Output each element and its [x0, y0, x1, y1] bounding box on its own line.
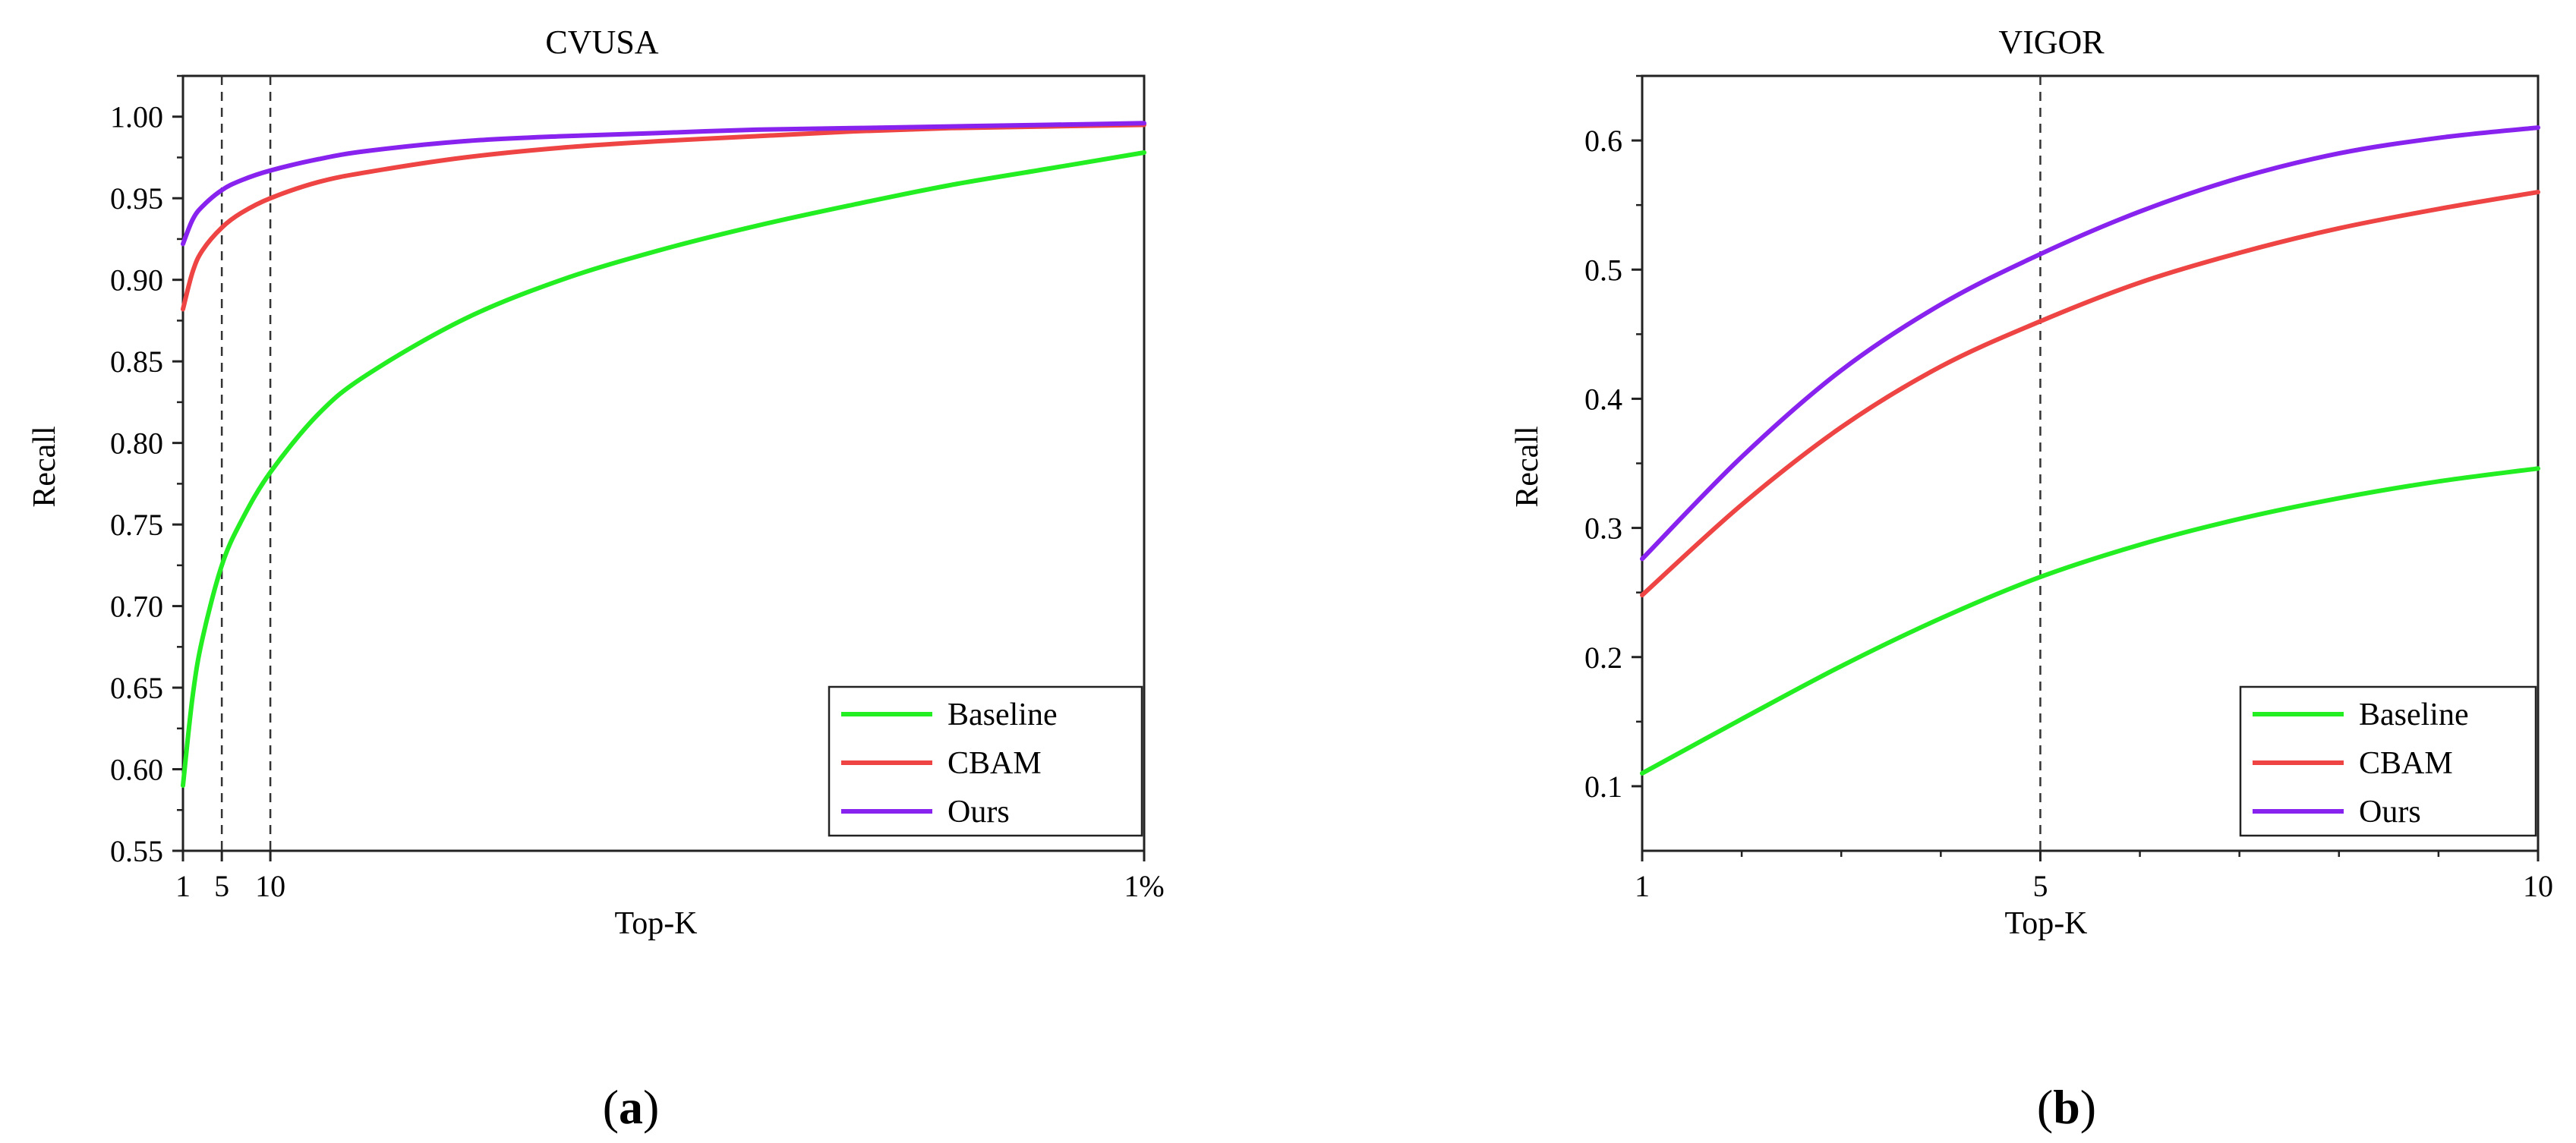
series-line-cbam — [181, 122, 1146, 312]
y-tick-label: 0.3 — [1584, 512, 1622, 546]
y-tick-label: 0.70 — [110, 590, 163, 624]
x-axis-label: Top-K — [614, 906, 697, 941]
y-tick-label: 0.85 — [110, 345, 163, 379]
y-tick-label: 0.1 — [1584, 770, 1622, 804]
y-tick-label: 0.75 — [110, 508, 163, 542]
y-tick-label: 0.6 — [1584, 124, 1622, 158]
x-tick-label: 1% — [1124, 869, 1164, 903]
y-tick-label: 0.2 — [1584, 641, 1622, 675]
series-line-ours — [1640, 125, 2540, 562]
y-tick-label: 0.80 — [110, 427, 163, 461]
panel-caption: (a) — [603, 1080, 660, 1134]
y-tick-label: 0.5 — [1584, 253, 1622, 287]
legend: Baseline CBAM Ours — [828, 685, 1143, 837]
y-tick-label: 0.65 — [110, 671, 163, 705]
legend-label: CBAM — [2359, 746, 2453, 781]
series-line-ours — [181, 121, 1146, 247]
x-tick-label: 5 — [2032, 869, 2048, 903]
plot-area: 0.55 0.60 0.65 0.70 0.75 0.80 0.85 0.90 0.95 1.00… — [110, 74, 1165, 903]
legend-label: Baseline — [947, 697, 1058, 732]
legend-label: Ours — [947, 795, 1010, 830]
legend-label: Baseline — [2359, 697, 2469, 732]
panel-b-vigor: VIGOR Recall Top-K 0.1 0.2 0.3 0.4 0.5 0.6 1 5 1… — [1510, 24, 2553, 1134]
legend-label: Ours — [2359, 795, 2421, 830]
y-tick-label: 0.90 — [110, 263, 163, 298]
y-tick-label: 0.95 — [110, 181, 163, 216]
y-tick-label: 0.55 — [110, 834, 163, 868]
panel-caption: (b) — [2037, 1080, 2096, 1134]
x-axis-label: Top-K — [2004, 906, 2087, 941]
panel-a-cvusa: CVUSA Recall Top-K 0.550.600.650.700.750… — [27, 24, 1165, 1134]
series-line-baseline — [1640, 466, 2540, 776]
legend: Baseline CBAM Ours — [2239, 685, 2537, 837]
x-tick-label: 1 — [1635, 869, 1650, 903]
chart-title: CVUSA — [545, 24, 658, 61]
series-line-baseline — [181, 150, 1146, 788]
chart-title: VIGOR — [1998, 24, 2105, 61]
y-axis-label: Recall — [27, 426, 62, 507]
caption-letter: a — [619, 1080, 643, 1134]
y-tick-label: 0.4 — [1584, 382, 1622, 416]
x-tick-label: 5 — [214, 869, 229, 903]
x-tick-label: 10 — [255, 869, 285, 903]
legend-label: CBAM — [947, 746, 1042, 781]
x-tick-label: 10 — [2523, 869, 2553, 903]
plot-area: 0.1 0.2 0.3 0.4 0.5 0.6 1 5 10 Baseline CBAM Ours — [1584, 74, 2553, 903]
plot-frame — [181, 74, 1146, 852]
x-tick-label: 1 — [175, 869, 191, 903]
caption-letter: b — [2053, 1080, 2080, 1134]
y-tick-label: 0.60 — [110, 753, 163, 787]
y-tick-label: 1.00 — [110, 100, 163, 134]
series-line-cbam — [1640, 190, 2540, 598]
y-axis-label: Recall — [1510, 426, 1545, 507]
